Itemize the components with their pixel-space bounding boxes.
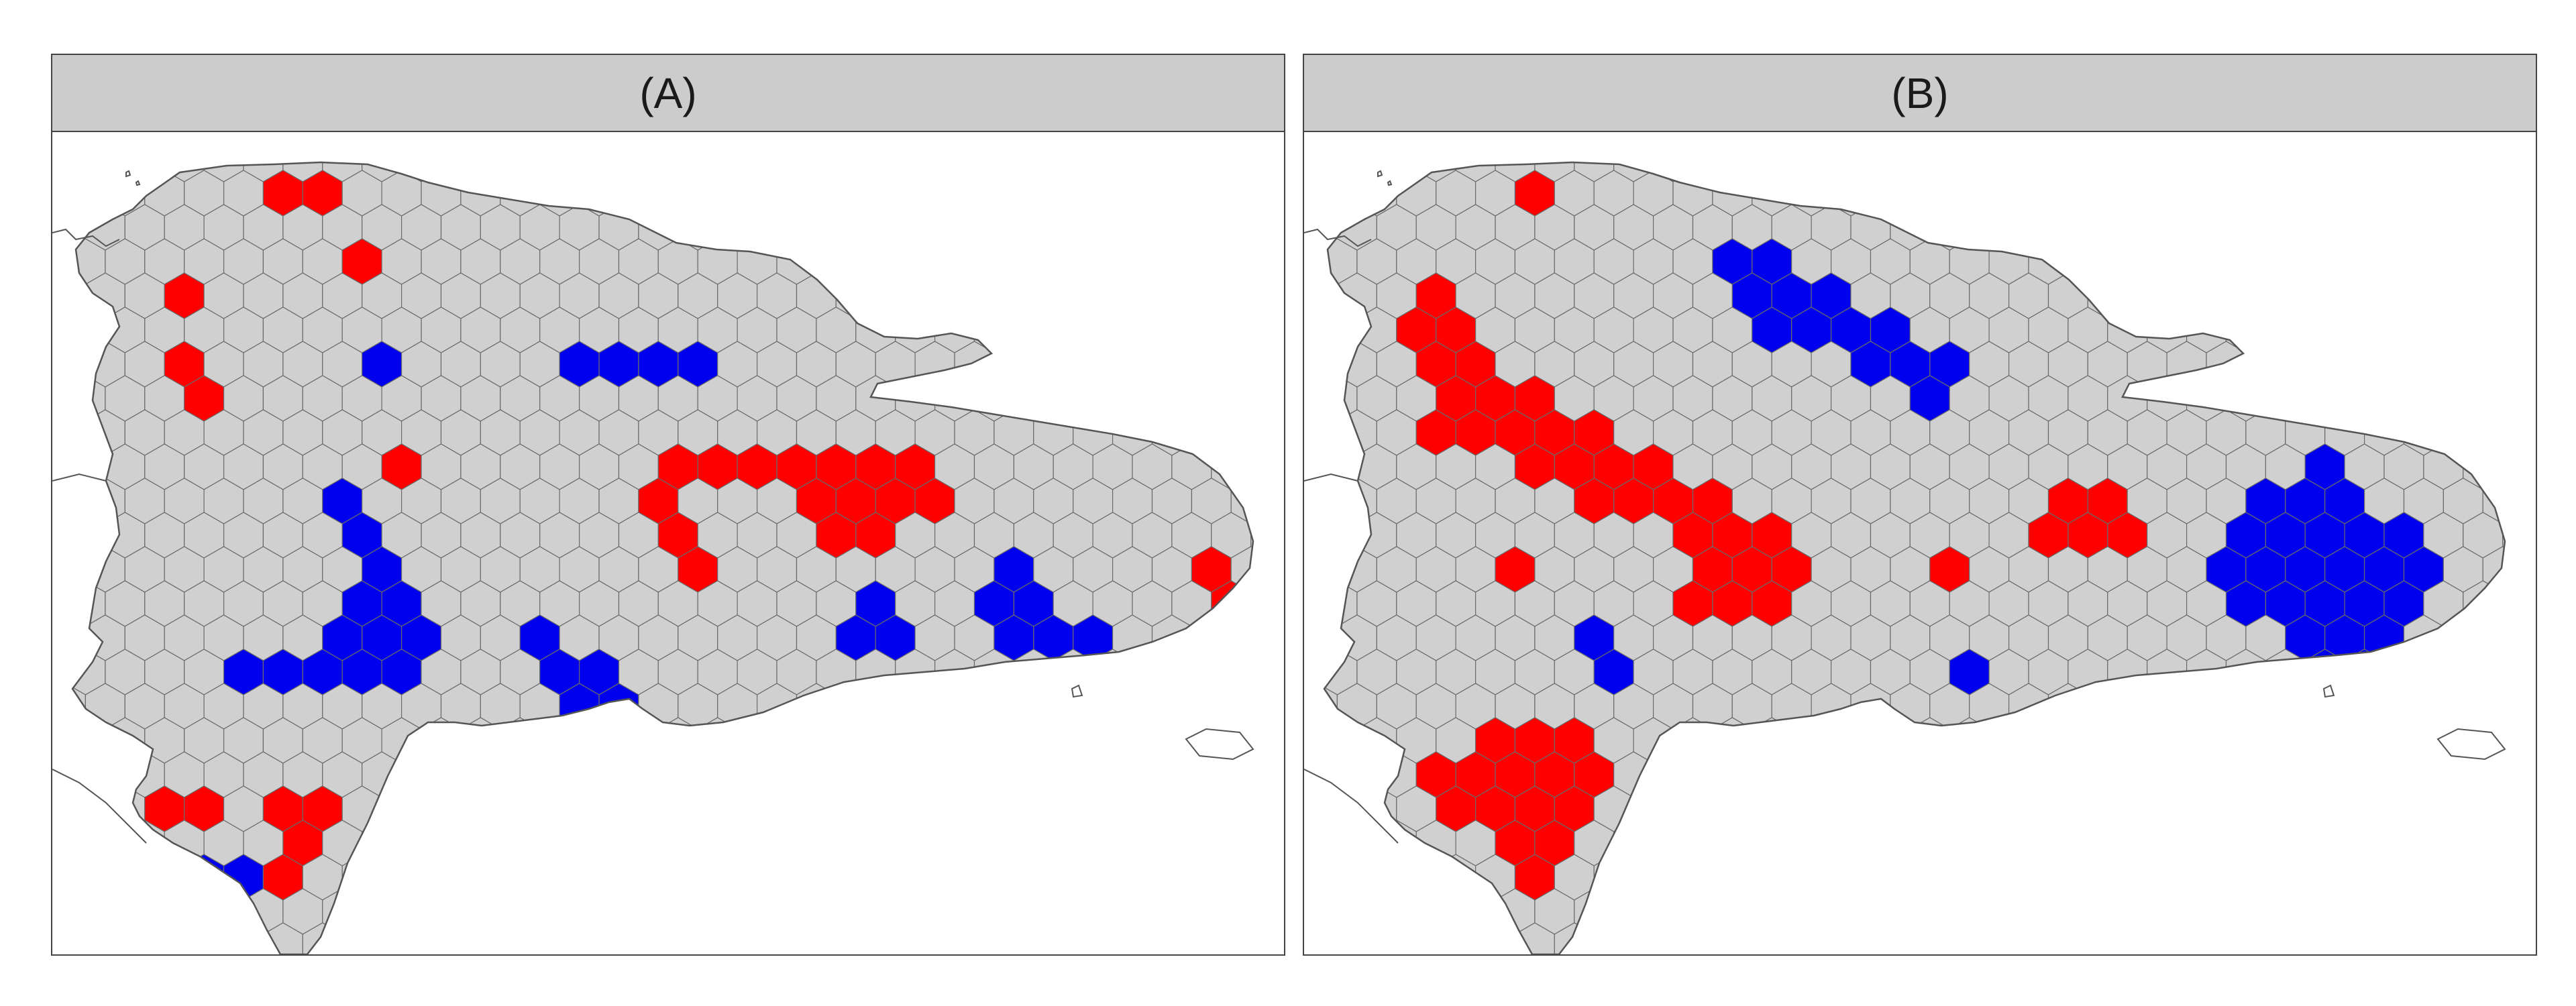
panel-a: (A) xyxy=(51,54,1285,956)
panel-b: (B) xyxy=(1303,54,2537,956)
hex-cell xyxy=(362,820,402,867)
hex-cell xyxy=(1092,649,1133,695)
neighbor-coastline xyxy=(52,228,120,247)
islet xyxy=(2322,684,2335,698)
islet xyxy=(1387,180,1393,186)
hex-cell xyxy=(1013,375,1054,422)
hex-cell xyxy=(1250,512,1253,559)
islet xyxy=(1377,170,1383,178)
hex-cell xyxy=(421,717,462,764)
panel-a-hex-map xyxy=(52,161,1254,954)
panel-b-strip: (B) xyxy=(1304,55,2536,132)
islet xyxy=(135,180,141,186)
hex-cell xyxy=(1752,717,1792,764)
panel-b-hex-map xyxy=(1304,161,2506,954)
hex-cell-low xyxy=(2344,649,2385,695)
neighbor-coastline xyxy=(1304,769,1399,844)
hex-grid xyxy=(1324,162,2505,954)
hex-cell xyxy=(1613,820,1654,867)
hex-cell xyxy=(1672,717,1713,764)
hex-cell xyxy=(2265,375,2306,422)
hex-cell xyxy=(500,717,541,764)
hex-grid xyxy=(72,162,1253,954)
hex-cell xyxy=(1514,922,1555,954)
panel-a-label: (A) xyxy=(639,68,697,117)
neighbor-coastline xyxy=(1304,473,1358,482)
islet xyxy=(1185,728,1254,761)
hex-cell xyxy=(2502,512,2505,559)
coastline xyxy=(71,161,1254,954)
panel-b-label: (B) xyxy=(1891,68,1949,117)
panel-a-map xyxy=(52,132,1284,954)
coastline xyxy=(1323,161,2506,954)
islet xyxy=(1071,684,1083,698)
panel-b-map xyxy=(1304,132,2536,954)
hex-cell xyxy=(262,922,303,954)
islet xyxy=(125,170,131,178)
neighbor-coastline xyxy=(1304,228,1372,247)
islet xyxy=(2436,728,2506,761)
neighbor-coastline xyxy=(52,473,107,482)
neighbor-coastline xyxy=(52,769,147,844)
panel-a-strip: (A) xyxy=(52,55,1284,132)
